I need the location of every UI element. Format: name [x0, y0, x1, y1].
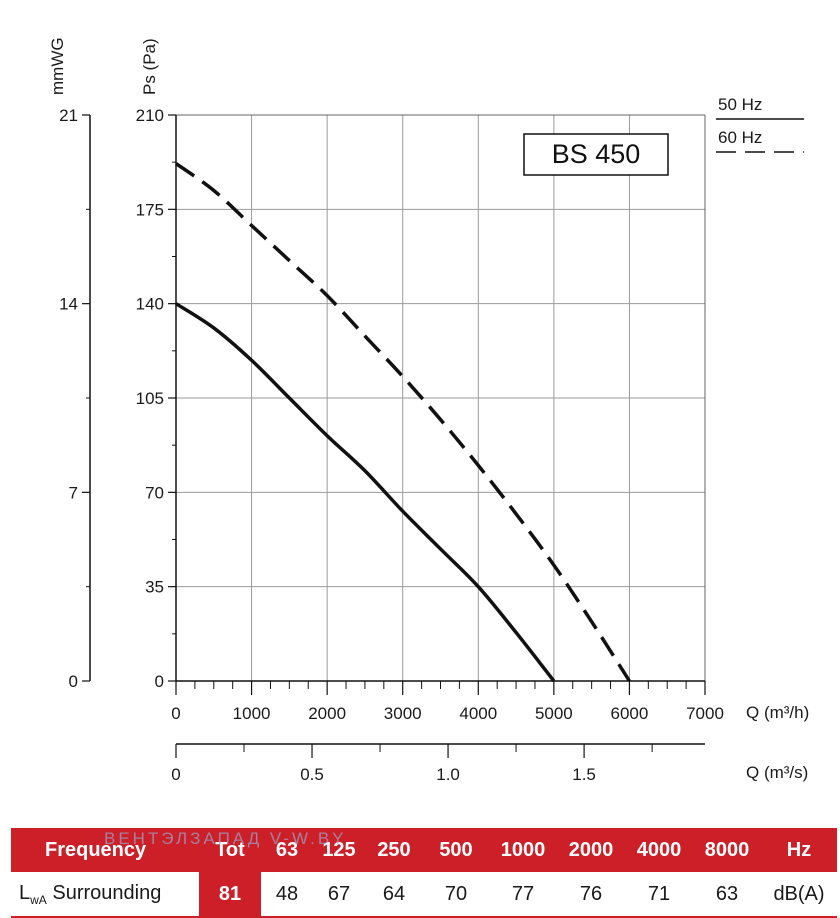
header-4000: 4000 — [625, 828, 693, 872]
cell-2000: 76 — [557, 872, 625, 918]
noise-table: Frequency Tot 63 125 250 500 1000 2000 4… — [11, 828, 837, 918]
table-row-lwa: LwA Surrounding 81 48 67 64 70 77 76 71 … — [11, 872, 837, 918]
y-tick-label: 210 — [136, 106, 164, 125]
series-line-60hz — [174, 162, 631, 682]
y2-tick-label: 21 — [59, 106, 78, 125]
header-1000: 1000 — [489, 828, 557, 872]
header-63: 63 — [261, 828, 313, 872]
cell-8000: 63 — [693, 872, 761, 918]
x-tick-label: 4000 — [459, 704, 497, 723]
x-tick-label: 2000 — [308, 704, 346, 723]
cell-63: 48 — [261, 872, 313, 918]
y-tick-label: 140 — [136, 295, 164, 314]
table-header-row: Frequency Tot 63 125 250 500 1000 2000 4… — [11, 828, 837, 872]
cell-tot: 81 — [199, 872, 261, 918]
header-500: 500 — [423, 828, 489, 872]
y2-tick-label: 7 — [69, 483, 78, 502]
x-tick-label: 3000 — [384, 704, 422, 723]
cell-1000: 77 — [489, 872, 557, 918]
cell-4000: 71 — [625, 872, 693, 918]
legend-label-50hz: 50 Hz — [718, 95, 762, 114]
legend-label-60hz: 60 Hz — [718, 128, 762, 147]
cell-125: 67 — [313, 872, 365, 918]
cell-500: 70 — [423, 872, 489, 918]
series — [174, 162, 631, 683]
x-tick-label: 7000 — [686, 704, 724, 723]
y-tick-label: 70 — [145, 483, 164, 502]
cell-250: 64 — [365, 872, 423, 918]
header-250: 250 — [365, 828, 423, 872]
row-label-main: L — [19, 881, 31, 904]
x2-axis-title: Q (m³/s) — [746, 763, 808, 782]
y-tick-label: 35 — [145, 578, 164, 597]
row-label-sub: wA — [30, 892, 47, 907]
x2-tick-label: 0.5 — [300, 765, 324, 784]
y2-tick-label: 14 — [59, 295, 78, 314]
y-axis-title: Ps (Pa) — [140, 38, 159, 95]
x2-tick-label: 1.0 — [436, 765, 460, 784]
header-frequency: Frequency — [11, 828, 199, 872]
y-tick-label: 105 — [136, 389, 164, 408]
x-tick-label: 1000 — [233, 704, 271, 723]
x2-tick-label: 0 — [171, 765, 180, 784]
header-2000: 2000 — [557, 828, 625, 872]
row-label: LwA Surrounding — [11, 872, 199, 918]
cell-unit: dB(A) — [761, 872, 837, 918]
legend: 50 Hz 60 Hz — [716, 95, 804, 153]
x-axis-title: Q (m³/h) — [746, 703, 809, 722]
header-8000: 8000 — [693, 828, 761, 872]
title-box — [523, 133, 669, 176]
row-label-rest: Surrounding — [46, 881, 162, 904]
x-tick-label: 6000 — [611, 704, 649, 723]
header-125: 125 — [313, 828, 365, 872]
header-hz: Hz — [761, 828, 837, 872]
y-tick-label: 0 — [155, 672, 164, 691]
y2-axis-title: mmWG — [48, 37, 67, 95]
header-tot: Tot — [199, 828, 261, 872]
grid — [175, 114, 706, 682]
x-tick-label: 5000 — [535, 704, 573, 723]
x2-tick-label: 1.5 — [572, 765, 596, 784]
y-tick-label: 175 — [136, 200, 164, 219]
chart-title: BS 450 — [552, 139, 641, 169]
series-line-50hz — [175, 302, 556, 683]
x-tick-label: 0 — [171, 704, 180, 723]
y2-tick-label: 0 — [69, 672, 78, 691]
